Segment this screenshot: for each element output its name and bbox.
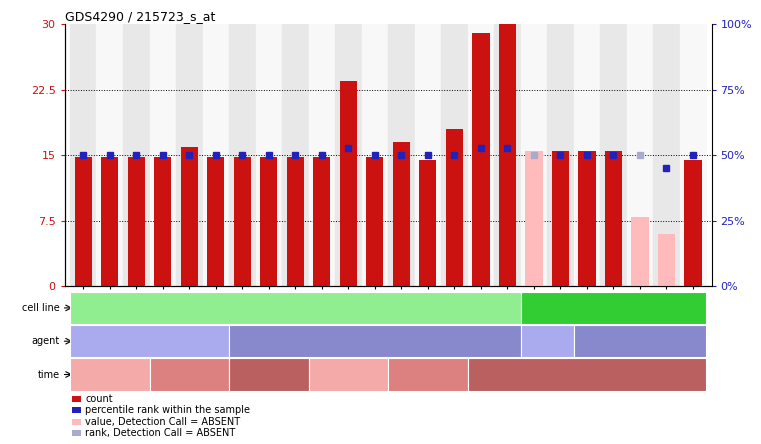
Bar	[684, 160, 702, 286]
Text: EPZ004777: EPZ004777	[347, 336, 403, 346]
Bar	[154, 157, 171, 286]
Bar	[605, 151, 622, 286]
Bar	[282, 24, 308, 286]
Bar	[653, 24, 680, 286]
Bar	[574, 24, 600, 286]
Bar	[75, 157, 92, 286]
Bar	[335, 24, 361, 286]
Bar	[176, 24, 202, 286]
Text: percentile rank within the sample: percentile rank within the sample	[85, 405, 250, 415]
Bar	[202, 24, 229, 286]
Bar	[287, 157, 304, 286]
Text: time: time	[38, 369, 60, 380]
Bar	[552, 151, 569, 286]
Text: agent: agent	[32, 336, 60, 346]
Bar	[180, 147, 198, 286]
Text: MV4-11: MV4-11	[277, 303, 314, 313]
Text: day 2: day 2	[96, 369, 123, 380]
Bar	[498, 24, 516, 286]
Text: day 4: day 4	[414, 369, 441, 380]
Bar	[446, 129, 463, 286]
Bar	[366, 157, 384, 286]
Text: control: control	[132, 336, 167, 346]
Bar	[149, 24, 176, 286]
Bar	[494, 24, 521, 286]
Bar	[314, 157, 330, 286]
Text: value, Detection Call = ABSENT: value, Detection Call = ABSENT	[85, 417, 240, 427]
Bar	[632, 217, 648, 286]
Text: day 6: day 6	[573, 369, 600, 380]
Bar	[339, 81, 357, 286]
Bar	[415, 24, 441, 286]
Bar	[600, 24, 627, 286]
Bar	[547, 24, 574, 286]
Bar	[234, 157, 251, 286]
Bar	[308, 24, 335, 286]
Bar	[123, 24, 149, 286]
Text: day 6: day 6	[255, 369, 282, 380]
Text: count: count	[85, 394, 113, 404]
Bar	[97, 24, 123, 286]
Text: EPZ004777: EPZ004777	[612, 336, 668, 346]
Bar	[578, 151, 596, 286]
Bar	[525, 151, 543, 286]
Bar	[388, 24, 415, 286]
Text: day 2: day 2	[335, 369, 362, 380]
Bar	[207, 157, 224, 286]
Bar	[128, 157, 145, 286]
Bar	[627, 24, 653, 286]
Text: GDS4290 / 215723_s_at: GDS4290 / 215723_s_at	[65, 10, 215, 23]
Bar	[229, 24, 256, 286]
Bar	[680, 24, 706, 286]
Text: rank, Detection Call = ABSENT: rank, Detection Call = ABSENT	[85, 428, 235, 438]
Bar	[473, 33, 489, 286]
Bar	[361, 24, 388, 286]
Bar	[256, 24, 282, 286]
Text: control: control	[530, 336, 564, 346]
Bar	[393, 143, 410, 286]
Bar	[658, 234, 675, 286]
Bar	[521, 24, 547, 286]
Text: cell line: cell line	[22, 303, 60, 313]
Bar	[260, 157, 278, 286]
Bar	[101, 157, 119, 286]
Bar	[441, 24, 468, 286]
Text: day 4: day 4	[176, 369, 203, 380]
Bar	[70, 24, 97, 286]
Text: MOLM-13: MOLM-13	[591, 303, 636, 313]
Bar	[468, 24, 494, 286]
Bar	[419, 160, 437, 286]
